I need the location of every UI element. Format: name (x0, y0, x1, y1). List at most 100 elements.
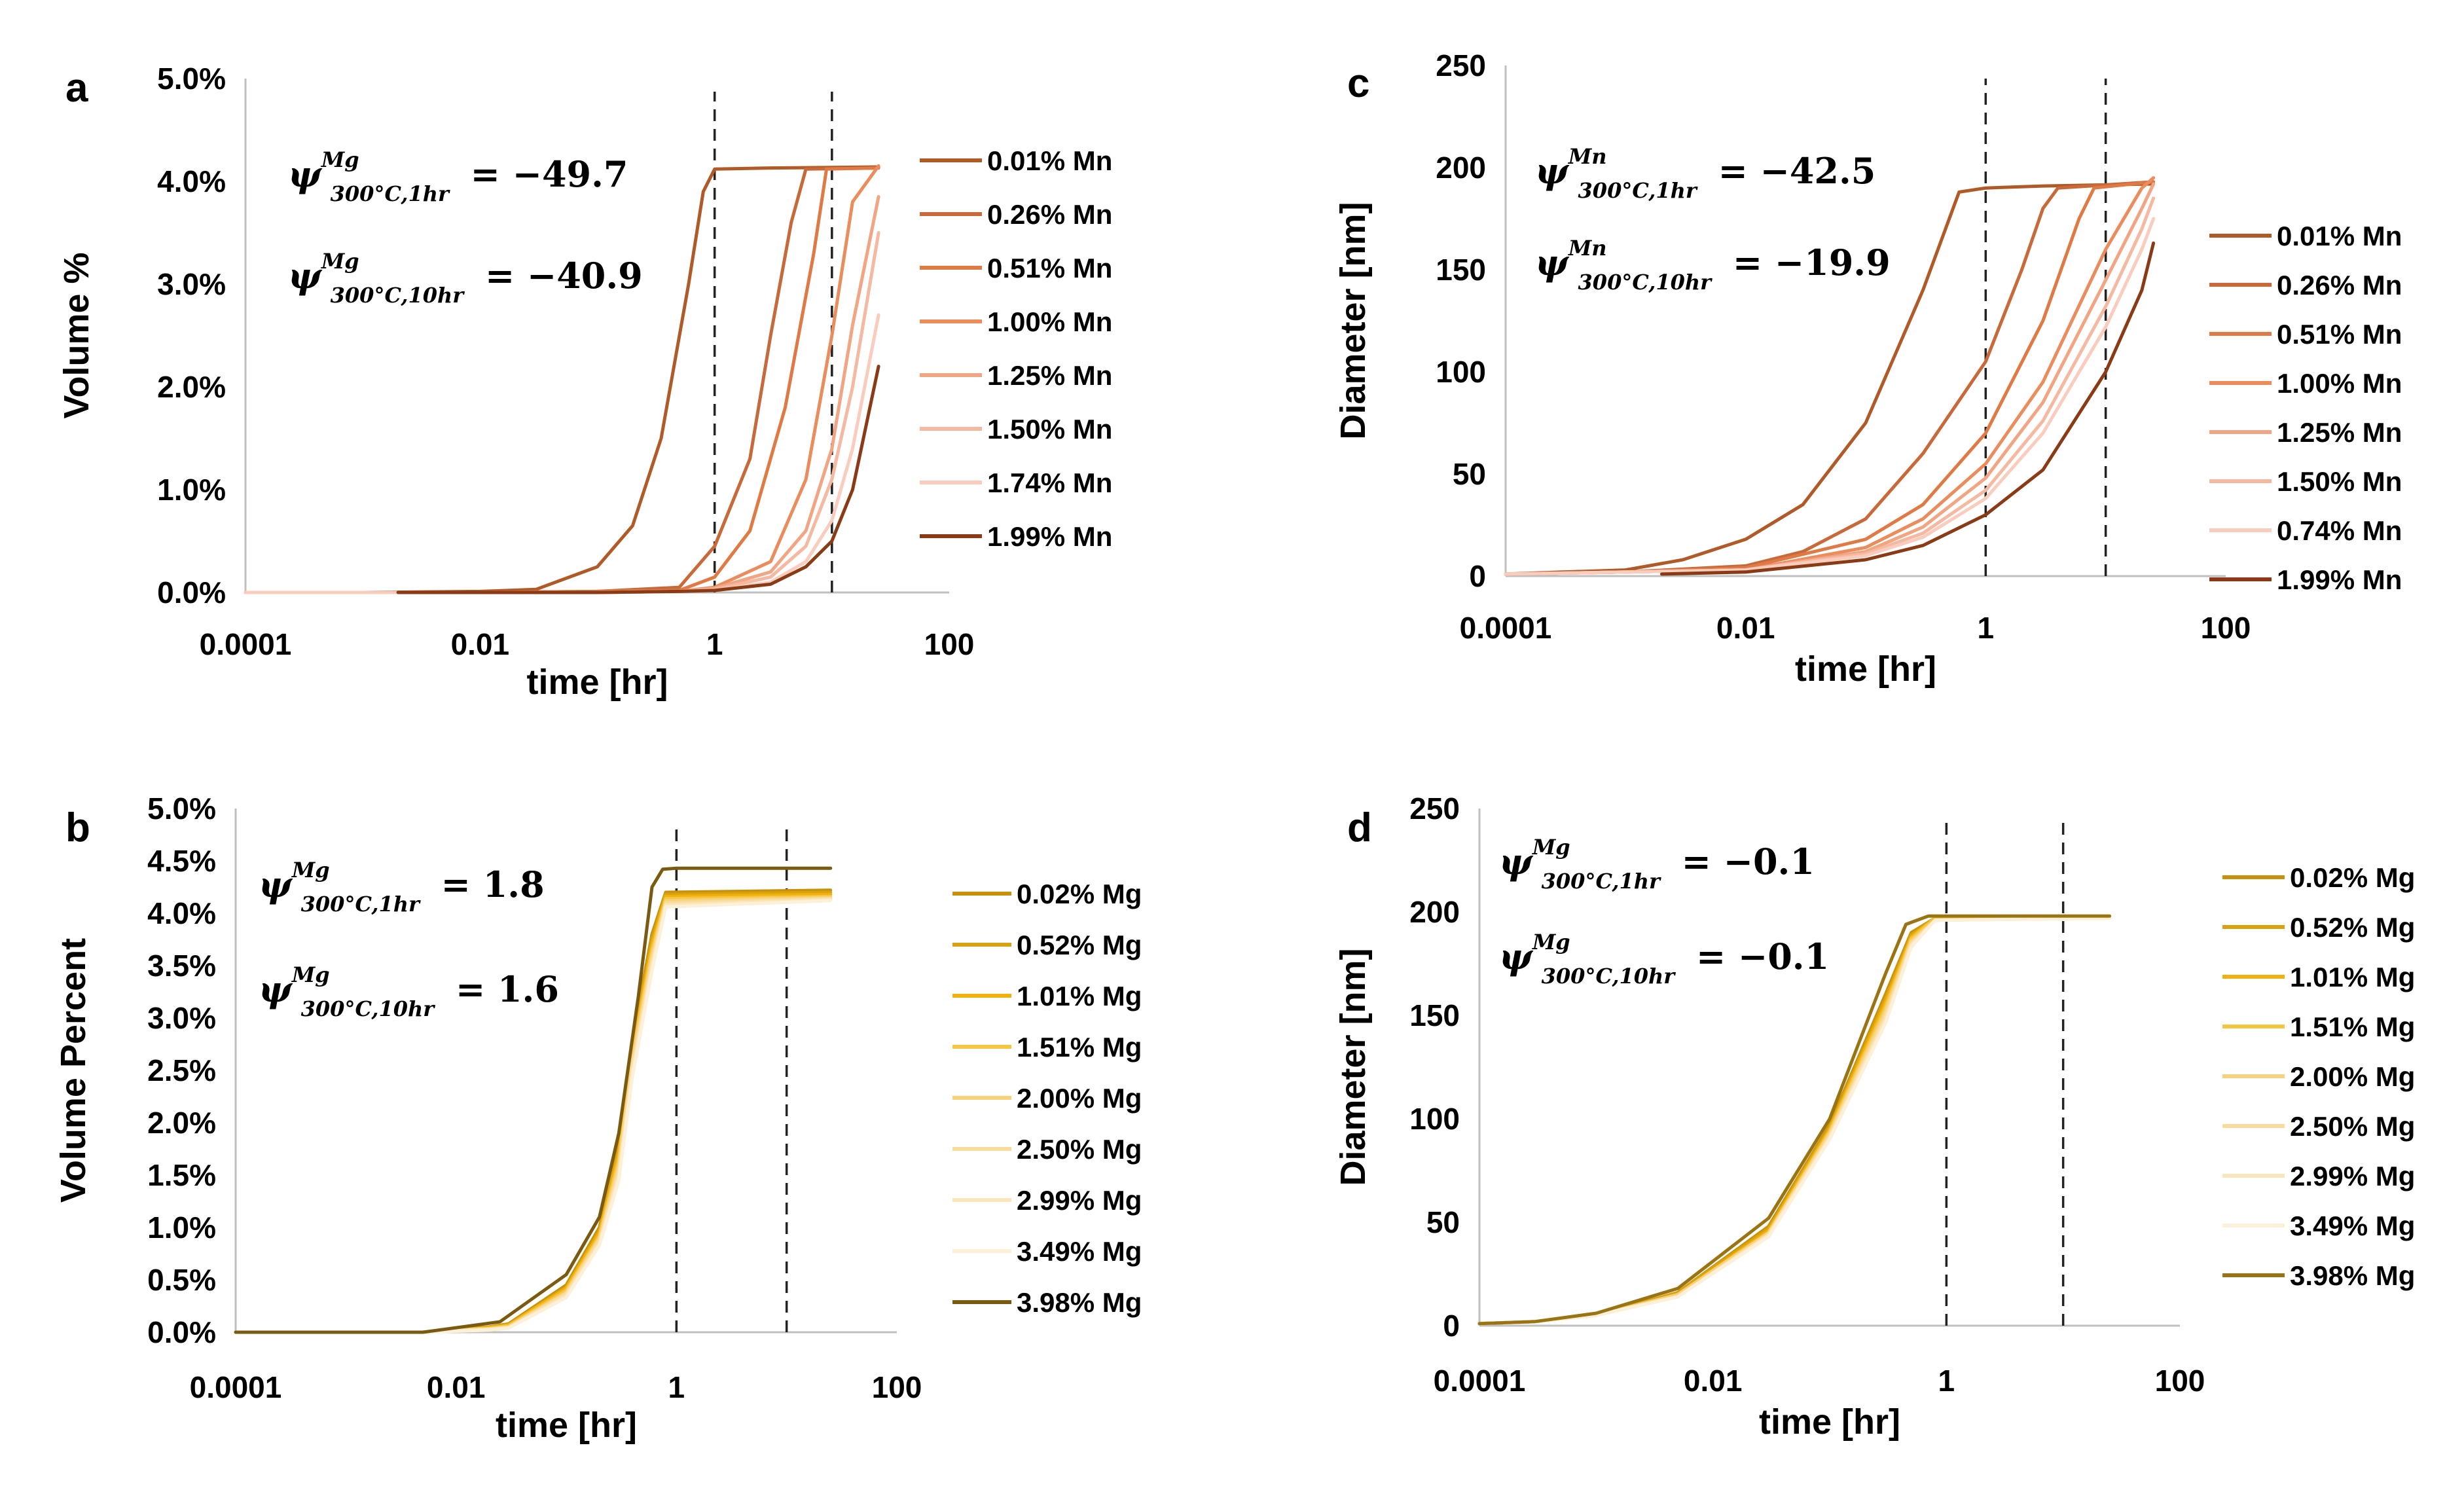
psi-superscript: Mg (1532, 930, 1570, 954)
series-line (234, 892, 833, 1334)
series-line (234, 890, 833, 1334)
series-line (1504, 217, 2156, 576)
legend-item: 1.01% Mg (952, 981, 1142, 1011)
legend-item: 2.50% Mg (2222, 1111, 2415, 1142)
psi-subscript: 300°C,10hr (331, 283, 465, 308)
legend-label: 1.50% Mn (2277, 466, 2402, 497)
legend-label: 0.02% Mg (2290, 862, 2415, 893)
panel-b: b 0.0% 0.5% 1.0% 1.5% 2.0% 2.5% 3.0% 3.5% 4.0% 4.5… (54, 791, 1142, 1445)
legend-label: 1.50% Mn (987, 414, 1112, 445)
psi-annotation: ψMg 300°C,10hr = −40.9 (288, 249, 643, 308)
legend-item: 1.00% Mn (2209, 368, 2402, 399)
legend-item: 0.51% Mn (2209, 319, 2402, 350)
panel-letter: b (65, 805, 90, 850)
y-tick-label: 200 (1436, 151, 1486, 185)
legend-item: 2.00% Mg (952, 1083, 1142, 1114)
panel-letter: d (1347, 805, 1372, 850)
x-tick-label: 100 (872, 1370, 922, 1404)
psi-subscript: 300°C,10hr (1542, 964, 1676, 989)
psi-symbol: ψ (1499, 936, 1534, 977)
legend-label: 1.99% Mn (987, 521, 1112, 552)
x-tick-label: 0.01 (451, 627, 510, 661)
y-axis-title: Volume Percent (54, 938, 93, 1203)
legend-label: 1.51% Mg (2290, 1011, 2415, 1042)
psi-value: = −40.9 (473, 255, 643, 297)
x-tick-label: 0.01 (1716, 611, 1775, 645)
panel-c: c 0 50 100 150 200 250 0.0001 0.01 1 100 time [hr] D… (1333, 48, 2402, 689)
legend-item: 1.74% Mn (920, 467, 1112, 498)
x-tick-label: 100 (924, 627, 975, 661)
y-tick-label: 4.0% (147, 896, 216, 930)
legend-label: 3.49% Mg (2290, 1210, 2415, 1241)
y-tick-label: 5.0% (147, 791, 216, 826)
x-tick-label: 0.0001 (1460, 611, 1552, 645)
x-tick-label: 0.01 (427, 1370, 486, 1404)
legend-item: 0.01% Mn (920, 145, 1112, 176)
psi-value: = −49.7 (458, 153, 628, 195)
y-tick-label: 1.5% (147, 1158, 216, 1192)
psi-symbol: ψ (259, 968, 293, 1010)
x-tick-label: 0.01 (1684, 1364, 1743, 1398)
psi-annotation: ψMn 300°C,1hr = −42.5 (1535, 144, 1875, 203)
series-line (396, 365, 880, 594)
psi-value: = −42.5 (1706, 150, 1876, 192)
legend-item: 0.02% Mg (2222, 862, 2415, 893)
legend-label: 0.74% Mn (2277, 515, 2402, 546)
legend-label: 3.49% Mg (1017, 1236, 1142, 1267)
series-line (244, 164, 880, 594)
y-axis-title: Volume % (57, 252, 96, 418)
x-tick-label: 1 (1978, 611, 1995, 645)
series-line (244, 313, 880, 594)
legend-label: 1.00% Mn (987, 306, 1112, 337)
legend-item: 0.26% Mn (920, 199, 1112, 230)
y-tick-label: 0.0% (147, 1315, 216, 1349)
y-axis-title: Diameter [nm] (1333, 948, 1373, 1186)
legend-item: 3.49% Mg (952, 1236, 1142, 1267)
psi-annotation: ψMg 300°C,1hr = −49.7 (288, 147, 628, 206)
legend-item: 1.50% Mn (920, 414, 1112, 445)
panel-letter: a (65, 65, 88, 111)
series-line (1504, 182, 2156, 576)
legend-label: 1.25% Mn (987, 360, 1112, 391)
y-tick-label: 2.5% (147, 1053, 216, 1087)
x-axis-title: time [hr] (1795, 649, 1936, 689)
legend-item: 3.98% Mg (952, 1287, 1142, 1318)
legend-label: 1.74% Mn (987, 467, 1112, 498)
y-tick-label: 1.0% (157, 473, 226, 507)
psi-superscript: Mg (1532, 835, 1570, 860)
legend-item: 3.98% Mg (2222, 1260, 2415, 1291)
y-tick-label: 0.0% (157, 575, 226, 609)
legend-label: 0.51% Mn (2277, 319, 2402, 350)
x-axis-title: time [hr] (1759, 1402, 1900, 1442)
legend-item: 2.00% Mg (2222, 1061, 2415, 1092)
legend-label: 2.00% Mg (1017, 1083, 1142, 1114)
legend-label: 0.01% Mn (987, 145, 1112, 176)
psi-superscript: Mg (321, 147, 359, 172)
psi-symbol: ψ (1535, 150, 1570, 192)
legend-item: 2.50% Mg (952, 1134, 1142, 1165)
x-tick-label: 0.0001 (190, 1370, 282, 1404)
legend-item: 1.25% Mn (2209, 417, 2402, 448)
x-axis-title: time [hr] (527, 663, 668, 702)
y-tick-label: 3.0% (157, 267, 226, 301)
psi-symbol: ψ (1499, 841, 1534, 882)
psi-value: = 1.6 (443, 968, 559, 1010)
psi-symbol: ψ (288, 153, 323, 195)
legend-label: 2.50% Mg (1017, 1134, 1142, 1165)
psi-superscript: Mg (321, 249, 359, 274)
psi-subscript: 300°C,1hr (301, 892, 421, 917)
legend-item: 3.49% Mg (2222, 1210, 2415, 1241)
legend-item: 0.26% Mn (2209, 270, 2402, 300)
x-tick-label: 0.0001 (1434, 1364, 1526, 1398)
x-tick-label: 1 (706, 627, 723, 661)
psi-superscript: Mn (1568, 144, 1607, 169)
legend-label: 0.01% Mn (2277, 221, 2402, 251)
y-tick-label: 3.5% (147, 949, 216, 983)
legend-label: 1.25% Mn (2277, 417, 2402, 448)
psi-symbol: ψ (1535, 242, 1570, 283)
legend-item: 2.99% Mg (2222, 1161, 2415, 1191)
legend-label: 1.01% Mg (1017, 981, 1142, 1011)
x-tick-label: 100 (2155, 1364, 2205, 1398)
series-line (234, 866, 833, 1334)
psi-value: = −0.1 (1684, 936, 1829, 977)
